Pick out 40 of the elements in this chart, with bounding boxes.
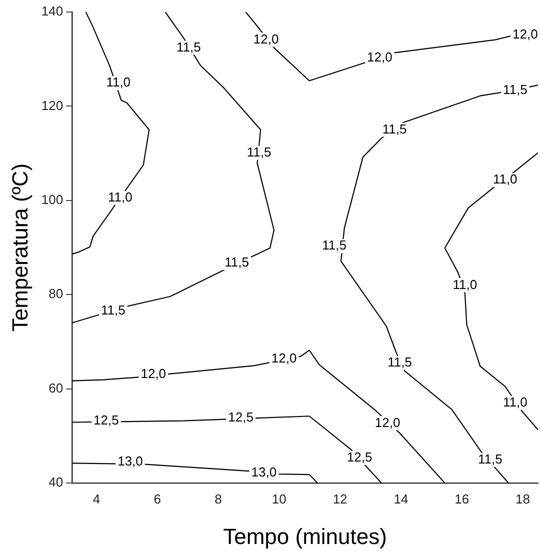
annotation: 11,5: [478, 452, 502, 466]
annotation: 13,0: [118, 453, 143, 468]
annotation: 12,0: [253, 31, 279, 46]
annotation: 11,0: [502, 394, 528, 410]
annotation: 12,5: [94, 412, 119, 428]
x-tick-label: 18: [516, 491, 530, 506]
y-tick-label: 140: [41, 4, 64, 19]
annotation: 11,5: [101, 302, 126, 318]
x-tick-label: 16: [454, 491, 470, 506]
annotation: 12,5: [346, 450, 372, 465]
annotation: 11,5: [382, 121, 407, 136]
annotation: 11,5: [224, 254, 250, 270]
x-axis-title: Tempo (minutes): [223, 524, 387, 549]
x-tick-label: 12: [332, 491, 348, 506]
x-tick-label: 4: [92, 491, 100, 506]
y-tick-label: 80: [48, 286, 64, 302]
annotation: 11,5: [246, 144, 272, 160]
x-tick-label: 14: [394, 491, 408, 506]
annotation: 11,0: [108, 190, 132, 205]
annotation: 12,5: [228, 410, 254, 425]
annotation: 11,5: [322, 238, 346, 253]
annotation: 11,5: [388, 354, 412, 370]
annotation: 11,0: [452, 276, 478, 292]
x-tick-label: 8: [214, 491, 222, 506]
y-axis-title: Temperatura (ºC): [7, 163, 32, 332]
annotation: 11,0: [106, 74, 131, 90]
x-tick-label: 6: [154, 491, 161, 506]
annotation: 12,0: [366, 50, 392, 65]
y-tick-label: 120: [41, 98, 64, 113]
annotation: 11,0: [492, 172, 518, 187]
annotation: 12,0: [374, 414, 400, 430]
annotation: 11,5: [176, 39, 201, 54]
annotation: 12,0: [140, 366, 166, 381]
y-tick-label: 40: [48, 474, 64, 490]
annotation: 12,0: [271, 350, 297, 366]
x-tick-label: 10: [272, 491, 286, 506]
annotation: 13,0: [251, 464, 277, 480]
annotation: 12,0: [512, 26, 538, 42]
y-tick-label: 60: [48, 380, 64, 396]
y-tick-label: 100: [41, 192, 64, 207]
